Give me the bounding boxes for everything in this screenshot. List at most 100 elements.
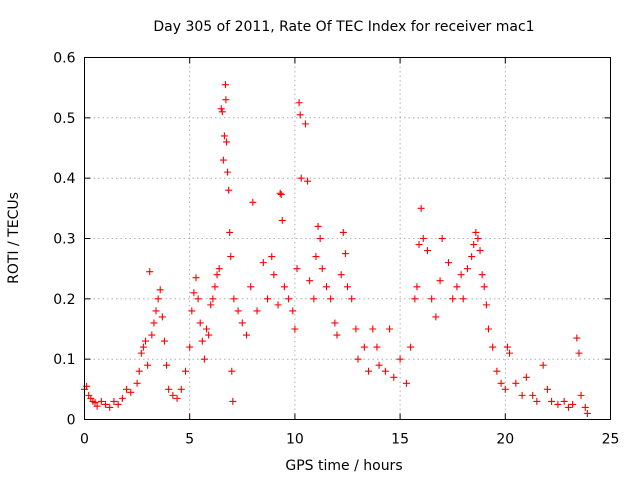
data-point [218,108,226,116]
chart-title: Day 305 of 2011, Rate Of TEC Index for r… [153,19,534,35]
data-point [135,367,143,375]
data-point [102,400,110,408]
data-point [142,337,150,345]
data-point [249,198,257,206]
x-tick-label: 20 [496,432,514,448]
data-point [270,271,278,279]
data-point [432,313,440,321]
data-point [577,391,585,399]
data-point [476,247,484,255]
data-point [413,283,421,291]
data-point [123,385,131,393]
y-tick-label: 0.1 [53,352,75,368]
data-point [118,394,126,402]
data-point [243,331,251,339]
data-point [152,307,160,315]
data-point [215,265,223,273]
data-point [348,295,356,303]
data-point [234,307,242,315]
data-point [463,265,471,273]
data-points [81,81,591,417]
data-point [503,343,511,351]
y-tick-label: 0 [67,413,76,429]
data-point [93,402,101,410]
data-point [322,283,330,291]
data-point [310,295,318,303]
x-tick-label: 10 [286,432,304,448]
data-point [583,409,591,417]
data-point [390,373,398,381]
data-point [341,250,349,258]
data-point [144,361,152,369]
data-point [316,235,324,242]
data-point [133,379,141,387]
data-point [506,349,514,357]
data-point [230,295,238,303]
data-point [203,325,211,333]
x-axis-label: GPS time / hours [285,458,402,474]
data-point [181,367,189,375]
data-point [569,400,577,408]
data-point [268,253,276,261]
x-tick-label: 25 [602,432,620,448]
data-point [480,283,488,291]
data-point [291,325,299,333]
data-point [295,99,303,107]
data-point [274,301,282,309]
data-point [468,253,476,261]
y-tick-label: 0.6 [53,51,75,67]
data-point [259,259,267,267]
data-point [402,379,410,387]
data-point [327,295,335,303]
data-point [386,325,394,333]
data-point [276,189,284,197]
data-point [226,228,234,236]
data-point [501,385,509,393]
data-point [173,394,181,402]
data-point [91,399,99,407]
data-point [238,319,246,327]
data-point [165,385,173,393]
data-point [333,331,341,339]
data-point [301,120,309,128]
data-point [575,349,583,357]
data-point [306,277,314,285]
data-point [337,271,345,279]
data-point [453,283,461,291]
data-point [169,391,177,399]
data-point [543,385,551,393]
data-point [331,319,339,327]
data-point [407,343,415,351]
data-point [484,325,492,333]
data-point [423,247,431,255]
data-point [352,325,360,333]
data-point [444,259,452,267]
data-point [293,265,301,273]
data-point [415,241,423,249]
y-tick-label: 0.5 [53,111,75,127]
data-point [156,286,164,294]
data-point [154,295,162,303]
data-point [472,228,480,236]
data-point [457,271,465,279]
data-point [474,235,482,242]
data-point [280,283,288,291]
data-point [497,379,505,387]
data-point [190,289,198,297]
data-point [207,301,215,309]
data-point [512,379,520,387]
y-tick-label: 0.2 [53,292,75,308]
data-point [150,319,158,327]
plot-frame [84,57,611,420]
data-point [459,295,467,303]
data-point [297,174,305,182]
data-point [522,373,530,381]
data-point [296,111,304,119]
data-point [205,331,213,339]
data-point [196,319,204,327]
data-point [428,295,436,303]
data-point [539,361,547,369]
data-point [285,295,293,303]
data-point [277,190,285,198]
data-point [158,313,166,321]
